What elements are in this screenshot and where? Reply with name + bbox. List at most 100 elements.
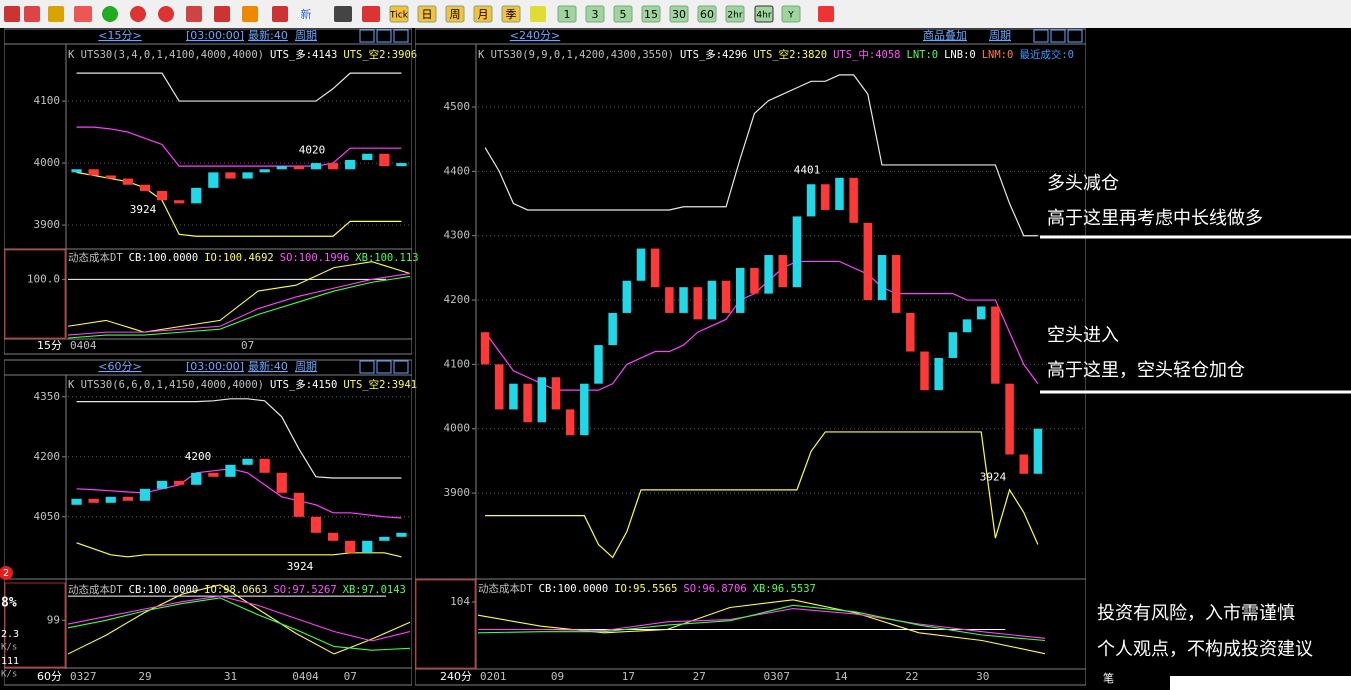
icon[interactable]	[214, 6, 230, 22]
price-label: 4200	[185, 450, 212, 463]
toolbar-button-label[interactable]: 3	[592, 8, 599, 21]
title-bar-item[interactable]: <60分>	[98, 360, 141, 373]
toolbar-button[interactable]	[781, 5, 801, 23]
header-item: UTS_多:4296	[680, 48, 747, 61]
header-item: XB:100.113	[355, 252, 418, 264]
toolbar-button-label[interactable]: 5	[620, 8, 627, 21]
toolbar-button-label[interactable]: 1	[564, 8, 571, 21]
toolbar-button[interactable]	[417, 5, 437, 23]
candle	[122, 496, 133, 501]
y-tick-label: 3900	[444, 486, 471, 499]
indicator-line	[67, 595, 411, 642]
status-text: 笔	[1103, 671, 1114, 685]
y-tick-label: 4500	[444, 100, 471, 113]
title-bar-button[interactable]	[359, 29, 375, 43]
header-item: CB:100.0000	[539, 583, 609, 595]
candle	[276, 166, 287, 170]
toolbar-button[interactable]	[473, 5, 493, 23]
candle	[396, 163, 407, 167]
panel-frame	[4, 28, 412, 355]
toolbar-button-label[interactable]: 15	[644, 8, 658, 21]
title-bar-button[interactable]	[1033, 29, 1049, 43]
header-item: UTS_空2:3906	[343, 48, 417, 61]
toolbar-button[interactable]	[389, 5, 409, 23]
toolbar-button[interactable]	[697, 5, 717, 23]
icon[interactable]	[186, 6, 202, 22]
icon[interactable]	[158, 6, 174, 22]
toolbar-button[interactable]	[669, 5, 689, 23]
candle	[327, 163, 339, 170]
candle	[679, 287, 688, 313]
title-bar-item[interactable]: <240分>	[510, 29, 560, 42]
title-bar-item[interactable]: 周期	[295, 29, 317, 42]
toolbar-button[interactable]	[641, 5, 661, 23]
toolbar-button-label[interactable]: 日	[422, 8, 433, 21]
title-bar-item[interactable]: 周期	[295, 360, 317, 373]
title-bar-button[interactable]	[376, 360, 392, 374]
x-tick-label: 07	[344, 670, 357, 683]
title-bar-item[interactable]: <15分>	[98, 29, 141, 42]
toolbar-button-label[interactable]: 周	[450, 8, 461, 21]
candle	[242, 172, 253, 179]
toolbar-button-label[interactable]: 4hr	[756, 11, 771, 21]
title-bar-button[interactable]	[393, 360, 409, 374]
title-bar-item[interactable]: 最新:40	[248, 28, 288, 42]
title-bar-button[interactable]	[376, 29, 392, 43]
title-bar-item[interactable]: 商品叠加	[923, 28, 967, 42]
title-bar-button[interactable]	[1050, 29, 1066, 43]
annotation: 高于这里，空头轻仓加仓	[1047, 360, 1245, 381]
header-item: LNM:0	[982, 49, 1014, 61]
y-tick-label: 4350	[34, 390, 61, 403]
candle	[310, 516, 322, 533]
title-bar-item[interactable]: [03:00:00]	[186, 360, 244, 373]
toolbar-button-label[interactable]: 60	[700, 8, 714, 21]
y-tick-label: 4000	[34, 156, 61, 169]
toolbar-button-label[interactable]: 2hr	[727, 11, 742, 21]
icon[interactable]	[362, 6, 380, 22]
candle	[225, 172, 236, 179]
title-bar-item[interactable]: 周期	[989, 29, 1011, 42]
title-bar-item[interactable]: [03:00:00]	[186, 29, 244, 42]
icon[interactable]	[242, 6, 258, 22]
channel-line	[76, 542, 402, 558]
icon[interactable]	[102, 6, 118, 22]
candle	[225, 464, 236, 477]
toolbar-button[interactable]	[501, 5, 521, 23]
icon[interactable]	[74, 6, 92, 22]
price-label: 3924	[980, 471, 1007, 484]
toolbar-button[interactable]	[557, 5, 577, 23]
icon[interactable]	[818, 6, 834, 22]
toolbar-button-label[interactable]: 新	[301, 7, 312, 21]
toolbar-button-label[interactable]: 月	[478, 8, 489, 21]
title-bar-item[interactable]: 最新:40	[248, 359, 288, 373]
icon[interactable]	[530, 6, 546, 22]
icon[interactable]	[4, 6, 20, 22]
toolbar-button[interactable]	[754, 5, 774, 23]
title-bar-button[interactable]	[393, 29, 409, 43]
toolbar-button-label[interactable]: Tick	[389, 11, 409, 21]
candle	[208, 472, 219, 477]
candle	[276, 472, 287, 493]
toolbar-button[interactable]	[445, 5, 465, 23]
icon[interactable]	[24, 6, 40, 22]
icon[interactable]	[272, 6, 288, 22]
toolbar-button[interactable]	[613, 5, 633, 23]
toolbar-button-label[interactable]: 季	[506, 8, 517, 21]
header-item: IO:98.0663	[204, 584, 267, 596]
indicator-tick-label: 100.0	[27, 272, 60, 285]
toolbar-button-label[interactable]: 30	[672, 8, 686, 21]
title-bar-button[interactable]	[1067, 29, 1083, 43]
candle	[835, 177, 844, 210]
annotation: 空头进入	[1047, 325, 1119, 346]
indicator-line	[67, 597, 411, 651]
toolbar-button[interactable]	[585, 5, 605, 23]
icon[interactable]	[48, 6, 64, 22]
title-bar-button[interactable]	[359, 360, 375, 374]
candle	[379, 153, 390, 167]
indicator-tick-label: 99	[47, 613, 60, 626]
toolbar-button[interactable]	[725, 5, 745, 23]
x-tick-label: 27	[693, 670, 706, 683]
icon[interactable]	[130, 6, 146, 22]
toolbar-button-label[interactable]: Y	[787, 11, 794, 21]
icon[interactable]	[334, 6, 352, 22]
